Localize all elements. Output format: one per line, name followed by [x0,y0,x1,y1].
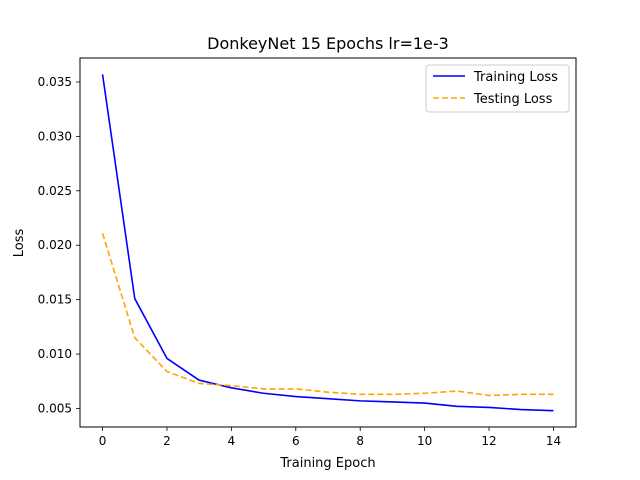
x-tick-label: 14 [546,434,561,448]
y-tick-label: 0.010 [38,347,72,361]
y-axis-label: Loss [12,229,27,258]
x-tick-label: 2 [163,434,171,448]
y-tick-label: 0.035 [38,75,72,89]
series-line-training-loss [101,74,554,412]
x-tick-label: 6 [292,434,300,448]
x-tick-label: 0 [99,434,107,448]
y-tick-label: 0.015 [38,293,72,307]
series-line-testing-loss [101,233,554,397]
x-axis-ticks: 0 2 4 6 8 10 12 14 [99,427,561,448]
x-tick-label: 4 [228,434,236,448]
legend: Training Loss Testing Loss [425,64,570,113]
x-tick-label: 8 [356,434,364,448]
x-tick-label: 12 [481,434,496,448]
x-axis-label: Training Epoch [279,456,375,471]
y-tick-label: 0.020 [38,238,72,252]
legend-label-testing-loss: Testing Loss [473,92,553,107]
series-layer [101,74,554,412]
y-tick-label: 0.025 [38,184,72,198]
y-tick-label: 0.030 [38,129,72,143]
plot-frame [79,57,577,428]
y-tick-label: 0.005 [38,401,72,415]
legend-label-training-loss: Training Loss [473,70,558,85]
y-axis-ticks: 0.005 0.010 0.015 0.020 0.025 0.030 0.035 [38,75,80,415]
plot-area [79,57,577,428]
x-tick-label: 10 [417,434,432,448]
chart-title: DonkeyNet 15 Epochs lr=1e-3 [207,34,449,53]
